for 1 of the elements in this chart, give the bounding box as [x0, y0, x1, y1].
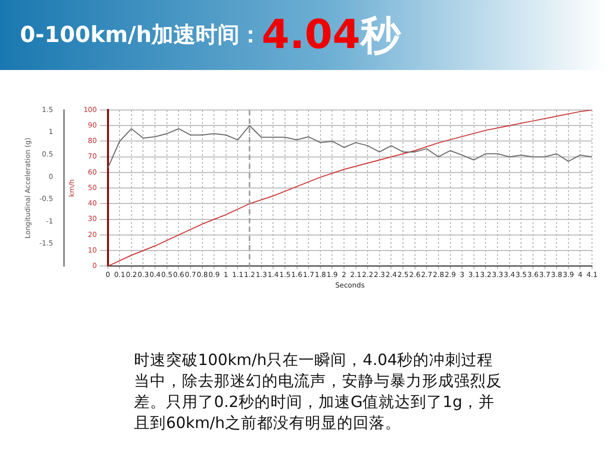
text: 时速突破100km/h只在一瞬间，4.04秒的冲刺过程当中，除去那迷幻的电流声，安静与暴力形成强烈反差。只用了0.2秒的时间，加速G值就达到了1g，并且到60km/h之前都没有明显的回落。 — [134, 350, 503, 434]
